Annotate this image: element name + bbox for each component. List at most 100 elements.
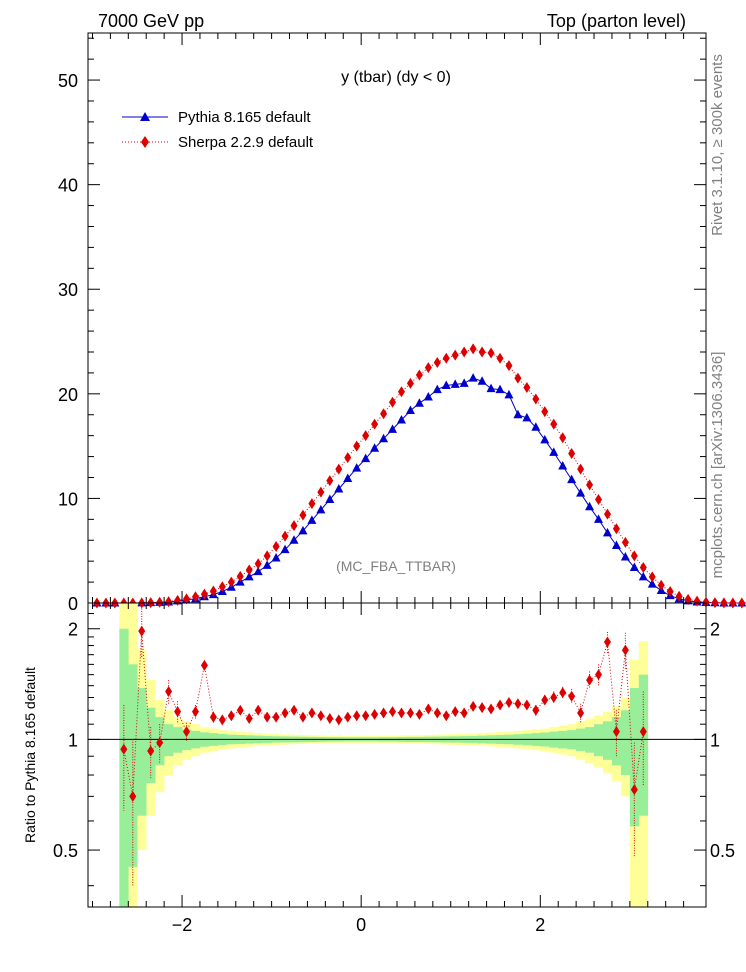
- main-y-tick-label: 40: [58, 176, 78, 196]
- pythia-point: [477, 376, 487, 385]
- sherpa-point: [693, 595, 701, 607]
- ratio-sherpa-point: [344, 711, 352, 723]
- sherpa-point: [191, 591, 199, 603]
- legend: Pythia 8.165 default Sherpa 2.2.9 defaul…: [122, 109, 314, 151]
- ratio-sherpa-point: [263, 711, 271, 723]
- sherpa-point: [209, 585, 217, 597]
- ratio-sherpa-point: [227, 710, 235, 722]
- pythia-point: [423, 391, 433, 401]
- pythia-point: [280, 544, 290, 554]
- pythia-point: [594, 514, 604, 523]
- pythia-point: [629, 562, 639, 571]
- sherpa-point: [200, 588, 208, 600]
- main-y-tick-label: 20: [58, 385, 78, 405]
- ratio-sherpa-point: [460, 707, 468, 719]
- sherpa-point: [344, 452, 352, 464]
- sherpa-point: [317, 486, 325, 498]
- pythia-point: [352, 463, 362, 472]
- sherpa-point: [630, 550, 638, 562]
- sherpa-point: [648, 571, 656, 583]
- sherpa-point: [442, 352, 450, 364]
- sherpa-point: [415, 369, 423, 381]
- ratio-sherpa-point: [541, 694, 549, 706]
- ratio-sherpa-point: [317, 710, 325, 722]
- pythia-point: [459, 378, 469, 387]
- sherpa-point: [711, 597, 719, 609]
- sherpa-point: [666, 585, 674, 597]
- pythia-point: [602, 527, 612, 537]
- ratio-sherpa-point: [299, 711, 307, 723]
- pythia-point: [576, 488, 586, 497]
- legend-pythia-label: Pythia 8.165 default: [178, 109, 311, 126]
- ratio-y-axis-label: Ratio to Pythia 8.165 default: [22, 667, 38, 843]
- ratio-y-tick-label-right: 0.5: [710, 841, 735, 861]
- pythia-point: [620, 551, 630, 561]
- sherpa-point: [183, 593, 191, 605]
- ratio-sherpa-point: [191, 706, 199, 718]
- pythia-point: [388, 424, 398, 433]
- ratio-sherpa-point: [630, 784, 638, 796]
- ratio-sherpa-point: [397, 707, 405, 719]
- main-y-tick-label: 30: [58, 280, 78, 300]
- sherpa-point: [478, 346, 486, 358]
- ratio-sherpa-point: [272, 711, 280, 723]
- pythia-point: [325, 494, 335, 503]
- ratio-x-tick-label: −2: [172, 915, 193, 935]
- ratio-sherpa-point: [487, 703, 495, 715]
- ratio-sherpa-point: [353, 710, 361, 722]
- pythia-point: [558, 460, 568, 470]
- sherpa-point: [353, 440, 361, 452]
- sherpa-point: [371, 418, 379, 430]
- ratio-sherpa-point: [218, 714, 226, 726]
- header-left-label: 7000 GeV pp: [98, 11, 204, 31]
- sherpa-point: [469, 343, 477, 355]
- ratio-sherpa-point: [469, 700, 477, 712]
- ratio-inner-band-bin: [594, 724, 604, 757]
- sherpa-point: [586, 479, 594, 491]
- sherpa-point: [639, 561, 647, 573]
- sherpa-point: [156, 596, 164, 608]
- sherpa-point: [335, 463, 343, 475]
- sherpa-point: [595, 493, 603, 505]
- ratio-sherpa-point: [496, 699, 504, 711]
- sherpa-point: [684, 593, 692, 605]
- sherpa-point: [738, 597, 746, 609]
- sherpa-point: [532, 393, 540, 405]
- sherpa-point: [729, 597, 737, 609]
- ratio-y-tick-label: 0.5: [53, 841, 78, 861]
- pythia-point: [549, 447, 559, 456]
- ratio-sherpa-point: [577, 707, 585, 719]
- ratio-inner-band-bin: [173, 727, 183, 753]
- pythia-point: [414, 398, 424, 407]
- ratio-sherpa-point: [129, 790, 137, 802]
- pythia-point: [271, 553, 281, 562]
- sherpa-point: [308, 498, 316, 510]
- ratio-uncertainty-bands: [119, 603, 649, 907]
- sherpa-point: [460, 346, 468, 358]
- pythia-point: [298, 525, 308, 535]
- sherpa-point: [263, 550, 271, 562]
- sherpa-point: [389, 396, 397, 408]
- ratio-sherpa-point: [362, 710, 370, 722]
- sherpa-point: [612, 523, 620, 535]
- ratio-sherpa-point: [406, 707, 414, 719]
- header-right-label: Top (parton level): [547, 11, 686, 31]
- pythia-point: [343, 473, 353, 483]
- ratio-y-tick-label: 1: [68, 730, 78, 750]
- sherpa-point: [397, 386, 405, 398]
- ratio-sherpa-point: [424, 703, 432, 715]
- pythia-point: [504, 389, 514, 399]
- pythia-point: [468, 373, 478, 382]
- ratio-y-tick-label-right: 1: [710, 730, 720, 750]
- pythia-point: [611, 540, 621, 549]
- main-series-layer: [92, 343, 746, 609]
- sherpa-point: [550, 418, 558, 430]
- ratio-sherpa-point: [433, 707, 441, 719]
- ratio-sherpa-point: [612, 726, 620, 738]
- sherpa-point: [523, 382, 531, 394]
- sherpa-point: [281, 530, 289, 542]
- ratio-sherpa-point: [505, 697, 513, 709]
- ratio-sherpa-point: [639, 726, 647, 738]
- analysis-watermark: (MC_FBA_TTBAR): [336, 558, 456, 574]
- ratio-inner-band-bin: [585, 727, 595, 753]
